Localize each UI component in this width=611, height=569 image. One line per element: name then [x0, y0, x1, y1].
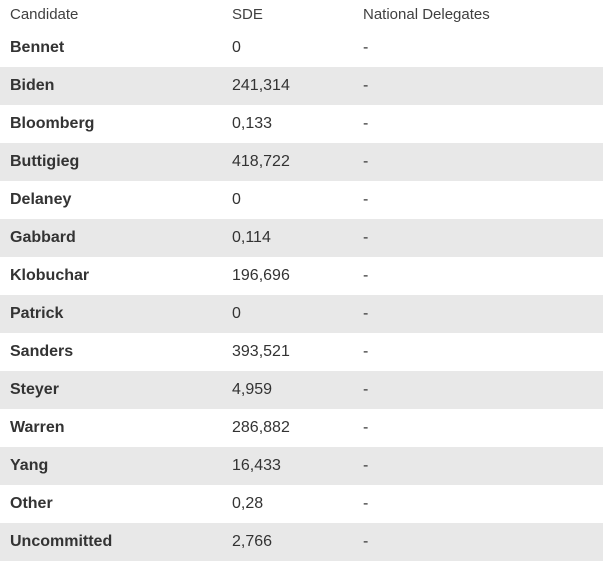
table-row: Warren 286,882 - [0, 409, 603, 447]
table-row: Delaney 0 - [0, 181, 603, 219]
candidate-cell: Warren [10, 419, 65, 436]
table-row: Sanders 393,521 - [0, 333, 603, 371]
candidate-cell: Sanders [10, 343, 74, 360]
candidate-cell: Patrick [10, 305, 64, 322]
national-delegates-cell: - [363, 191, 369, 208]
sde-cell: 0,28 [232, 495, 264, 512]
national-delegates-cell: - [363, 419, 369, 436]
sde-cell: 16,433 [232, 457, 281, 474]
table-row: Bloomberg 0,133 - [0, 105, 603, 143]
table-row: Patrick 0 - [0, 295, 603, 333]
national-delegates-cell: - [363, 115, 369, 132]
table-row: Uncommitted 2,766 - [0, 523, 603, 561]
table-row: Yang 16,433 - [0, 447, 603, 485]
sde-cell: 0 [232, 39, 241, 56]
table-body: Bennet 0- Biden 241,314- Bloomberg 0,133- Butt… [0, 29, 603, 561]
national-delegates-cell: - [363, 457, 369, 474]
candidate-cell: Bloomberg [10, 115, 95, 132]
table-row: Other 0,28 - [0, 485, 603, 523]
national-delegates-cell: - [363, 229, 369, 246]
national-delegates-cell: - [363, 267, 369, 284]
column-header-sde: SDE [232, 6, 263, 23]
candidate-cell: Buttigieg [10, 153, 80, 170]
national-delegates-cell: - [363, 381, 369, 398]
candidate-cell: Other [10, 495, 53, 512]
sde-cell: 286,882 [232, 419, 290, 436]
table-row: Bennet 0 - [0, 29, 603, 67]
table-header: Candidate SDE National Delegates [0, 0, 603, 29]
candidate-cell: Steyer [10, 381, 59, 398]
sde-cell: 418,722 [232, 153, 290, 170]
table-row: Biden 241,314 - [0, 67, 603, 105]
sde-cell: 0 [232, 305, 241, 322]
table-row: Gabbard 0,114 - [0, 219, 603, 257]
national-delegates-cell: - [363, 39, 369, 56]
table-row: Klobuchar 196,696 - [0, 257, 603, 295]
sde-cell: 393,521 [232, 343, 290, 360]
sde-cell: 0,133 [232, 115, 273, 132]
candidate-cell: Bennet [10, 39, 65, 56]
candidate-cell: Uncommitted [10, 533, 113, 550]
sde-cell: 2,766 [232, 533, 273, 550]
sde-cell: 196,696 [232, 267, 290, 284]
column-header-national-delegates: National Delegates [363, 6, 490, 23]
column-header-candidate: Candidate [10, 6, 79, 23]
candidate-cell: Delaney [10, 191, 72, 208]
national-delegates-cell: - [363, 533, 369, 550]
sde-cell: 241,314 [232, 77, 290, 94]
national-delegates-cell: - [363, 495, 369, 512]
national-delegates-cell: - [363, 343, 369, 360]
header-row: Candidate SDE National Delegates [0, 0, 603, 29]
national-delegates-cell: - [363, 305, 369, 322]
results-table: Candidate SDE National Delegates Bennet 0… [0, 0, 603, 561]
sde-cell: 4,959 [232, 381, 273, 398]
national-delegates-cell: - [363, 77, 369, 94]
sde-cell: 0,114 [232, 229, 271, 246]
sde-cell: 0 [232, 191, 241, 208]
table-row: Buttigieg 418,722 - [0, 143, 603, 181]
candidate-cell: Klobuchar [10, 267, 90, 284]
candidate-cell: Gabbard [10, 229, 76, 246]
table-row: Steyer 4,959 - [0, 371, 603, 409]
national-delegates-cell: - [363, 153, 369, 170]
candidate-cell: Biden [10, 77, 55, 94]
candidate-cell: Yang [10, 457, 49, 474]
